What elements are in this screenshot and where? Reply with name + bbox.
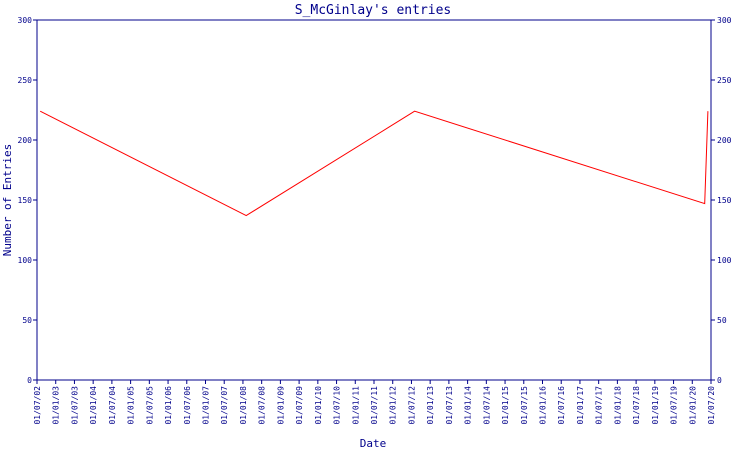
x-tick-label: 01/07/18 <box>632 386 641 425</box>
x-tick-label: 01/01/15 <box>501 386 510 425</box>
x-tick-label: 01/01/03 <box>52 386 61 425</box>
y-tick-label-right: 0 <box>717 376 722 385</box>
x-tick-label: 01/01/08 <box>239 386 248 425</box>
y-tick-label-right: 100 <box>717 256 732 265</box>
y-tick-label-left: 200 <box>18 136 33 145</box>
x-tick-label: 01/01/06 <box>164 386 173 425</box>
x-tick-label: 01/07/10 <box>333 386 342 425</box>
chart-title: S_McGinlay's entries <box>295 3 452 18</box>
y-tick-label-left: 50 <box>22 316 32 325</box>
x-tick-label: 01/07/03 <box>70 386 79 425</box>
x-tick-label: 01/07/19 <box>670 386 679 425</box>
x-tick-label: 01/01/09 <box>276 386 285 425</box>
x-tick-label: 01/01/17 <box>576 386 585 425</box>
x-tick-label: 01/01/13 <box>426 386 435 425</box>
y-tick-label-right: 250 <box>717 76 732 85</box>
x-tick-label: 01/01/12 <box>389 386 398 425</box>
x-tick-label: 01/07/06 <box>183 386 192 425</box>
plot-frame <box>36 19 712 381</box>
x-tick-label: 01/01/11 <box>351 386 360 425</box>
y-tick-label-left: 0 <box>27 376 32 385</box>
x-tick-label: 01/07/08 <box>258 386 267 425</box>
x-tick-label: 01/07/16 <box>557 386 566 425</box>
x-tick-label: 01/07/04 <box>108 386 117 425</box>
y-tick-label-right: 300 <box>717 16 732 25</box>
x-tick-label: 01/07/14 <box>482 386 491 425</box>
x-tick-label: 01/07/09 <box>295 386 304 425</box>
y-tick-label-left: 100 <box>18 256 33 265</box>
x-tick-label: 01/01/14 <box>464 386 473 425</box>
y-axis-label: Number of Entries <box>1 144 14 257</box>
x-tick-label: 01/07/20 <box>707 386 716 425</box>
y-tick-label-left: 250 <box>18 76 33 85</box>
x-tick-label: 01/07/11 <box>370 386 379 425</box>
x-tick-label: 01/07/05 <box>145 386 154 425</box>
x-tick-label: 01/01/18 <box>613 386 622 425</box>
x-tick-label: 01/07/15 <box>520 386 529 425</box>
x-tick-label: 01/07/07 <box>220 386 229 425</box>
x-tick-label: 01/07/02 <box>33 386 42 425</box>
x-tick-label: 01/01/07 <box>202 386 211 425</box>
x-tick-label: 01/07/17 <box>595 386 604 425</box>
x-tick-label: 01/01/16 <box>539 386 548 425</box>
y-tick-label-left: 150 <box>18 196 33 205</box>
x-tick-label: 01/01/05 <box>127 386 136 425</box>
x-tick-label: 01/07/13 <box>445 386 454 425</box>
x-tick-label: 01/01/19 <box>651 386 660 425</box>
x-tick-label: 01/01/04 <box>89 386 98 425</box>
x-tick-label: 01/01/10 <box>314 386 323 425</box>
x-tick-label: 01/07/12 <box>407 386 416 425</box>
x-tick-label: 01/01/20 <box>688 386 697 425</box>
y-tick-label-left: 300 <box>18 16 33 25</box>
x-axis-label: Date <box>360 437 387 450</box>
series-line <box>39 110 709 217</box>
y-tick-label-right: 50 <box>717 316 727 325</box>
y-tick-label-right: 150 <box>717 196 732 205</box>
y-tick-label-right: 200 <box>717 136 732 145</box>
